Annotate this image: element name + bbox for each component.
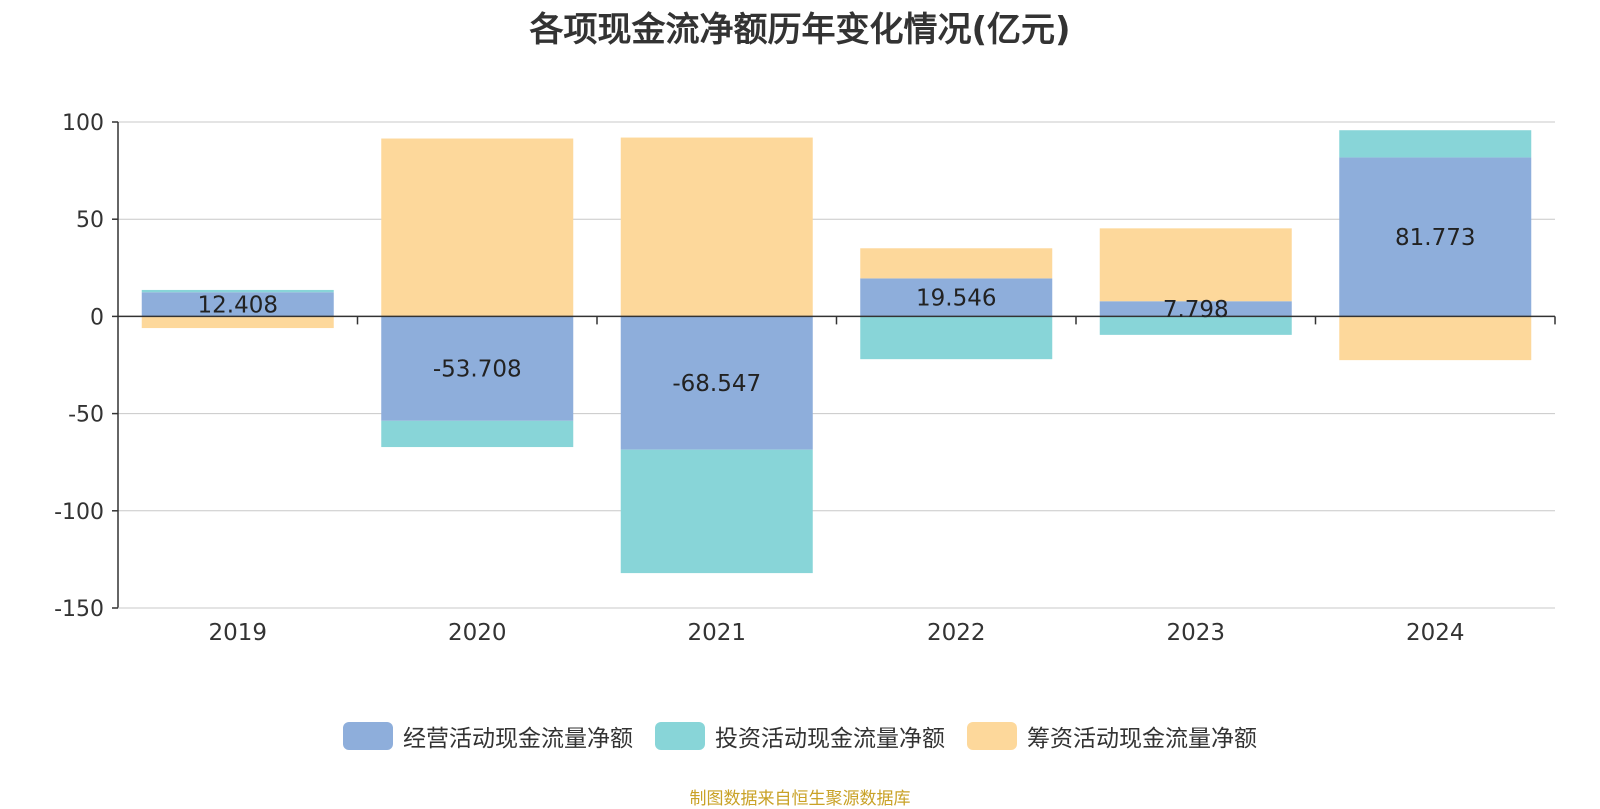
y-tick-label: -100	[54, 500, 104, 525]
y-tick-label: 50	[76, 208, 104, 233]
data-label: 81.773	[1395, 225, 1475, 251]
bar-2-2024	[1339, 130, 1532, 158]
bar-1-2020	[381, 316, 574, 421]
bar-2-2022	[860, 316, 1053, 360]
bar-3-2022	[860, 248, 1053, 279]
bar-2-2021	[620, 449, 813, 574]
legend-item[interactable]: 投资活动现金流量净额	[655, 719, 945, 753]
bar-1-2019	[141, 292, 334, 317]
y-tick-label: 0	[90, 305, 104, 330]
legend-label: 投资活动现金流量净额	[715, 726, 945, 752]
bar-2-2019	[141, 289, 334, 293]
x-tick-label: 2019	[208, 620, 267, 646]
legend-swatch	[343, 722, 393, 750]
bar-1-2021	[620, 316, 813, 450]
y-tick-label: -50	[68, 403, 104, 428]
bar-1-2024	[1339, 157, 1532, 317]
bar-3-2023	[1099, 228, 1292, 302]
source-note: 制图数据来自恒生聚源数据库	[689, 789, 911, 809]
bar-3-2024	[1339, 316, 1532, 361]
bar-2-2020	[381, 420, 574, 448]
bar-1-2022	[860, 278, 1053, 317]
legend: 经营活动现金流量净额 投资活动现金流量净额 筹资活动现金流量净额	[0, 719, 1600, 753]
data-label: 12.408	[198, 292, 278, 318]
x-tick-label: 2022	[927, 620, 986, 646]
chart-title: 各项现金流净额历年变化情况(亿元)	[529, 10, 1071, 50]
x-tick-label: 2020	[448, 620, 507, 646]
data-label: 19.546	[916, 285, 996, 311]
chart-plot: 100 50 0 -50 -100 -150 2019 2020 2021 2022 2023 202…	[54, 111, 1556, 646]
legend-label: 经营活动现金流量净额	[403, 726, 633, 752]
y-tick-label: 100	[62, 111, 104, 136]
data-label: 7.798	[1163, 297, 1229, 323]
bar-3-2020	[381, 138, 574, 317]
legend-item[interactable]: 筹资活动现金流量净额	[967, 719, 1257, 753]
legend-item[interactable]: 经营活动现金流量净额	[343, 719, 633, 753]
bar-3-2019	[141, 316, 334, 329]
bar-2-2023	[1099, 316, 1292, 335]
y-tick-label: -150	[54, 597, 104, 622]
x-tick-label: 2023	[1166, 620, 1225, 646]
bar-1-2023	[1099, 301, 1292, 317]
legend-label: 筹资活动现金流量净额	[1027, 726, 1257, 752]
legend-swatch	[655, 722, 705, 750]
x-tick-label: 2024	[1406, 620, 1465, 646]
data-label: -68.547	[672, 371, 761, 397]
x-tick-label: 2021	[687, 620, 746, 646]
legend-swatch	[967, 722, 1017, 750]
bar-3-2021	[620, 137, 813, 317]
data-label: -53.708	[433, 357, 522, 383]
